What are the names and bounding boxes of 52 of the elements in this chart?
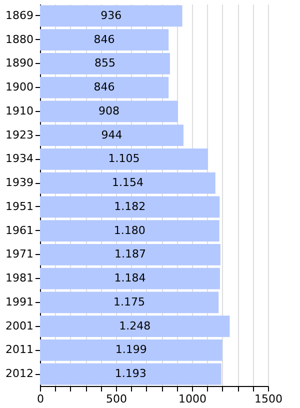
- y-tick-label: 1981: [6, 272, 34, 285]
- y-tick-label: 1880: [6, 32, 34, 46]
- y-tick-label: 1971: [6, 248, 34, 261]
- bar: [40, 316, 230, 338]
- bar: [40, 29, 169, 51]
- data-label: 944: [101, 128, 122, 142]
- data-label: 1.248: [119, 319, 151, 332]
- bar: [40, 268, 220, 290]
- data-label: 1.105: [108, 152, 140, 166]
- x-tick-label: 1500: [254, 392, 282, 406]
- bar: [40, 244, 220, 266]
- data-label: 908: [98, 104, 120, 118]
- y-tick-label: 1934: [6, 152, 34, 166]
- data-label: 855: [94, 56, 116, 70]
- bar: [40, 196, 220, 218]
- data-label: 1.180: [114, 224, 146, 237]
- y-tick-label: 2011: [6, 343, 34, 356]
- data-label: 1.154: [112, 176, 144, 190]
- y-tick-label: 1923: [6, 128, 34, 142]
- data-label: 1.184: [114, 272, 146, 285]
- data-label: 1.199: [115, 343, 147, 356]
- y-tick-label: 1890: [6, 56, 34, 70]
- data-label: 1.175: [114, 295, 146, 308]
- x-tick-label: 1000: [178, 392, 206, 406]
- y-tick-label: 1900: [6, 80, 34, 94]
- bar: [40, 76, 169, 98]
- bar: [40, 292, 219, 314]
- bar: [40, 5, 182, 27]
- x-tick-label: 0: [37, 392, 44, 406]
- data-label: 936: [100, 8, 122, 22]
- data-label: 1.193: [114, 367, 146, 380]
- y-tick-label: 1869: [6, 8, 34, 22]
- x-tick-label: 500: [106, 392, 127, 406]
- bar: [40, 148, 208, 170]
- data-label: 846: [94, 80, 115, 94]
- y-tick-label: 1951: [6, 200, 34, 213]
- bar: [40, 363, 222, 385]
- y-tick-label: 1939: [6, 176, 34, 190]
- y-tick-label: 2001: [6, 319, 34, 332]
- y-tick-label: 1991: [6, 295, 34, 308]
- y-tick-label: 2012: [6, 367, 34, 380]
- y-tick-label: 1910: [6, 104, 34, 118]
- bar: [40, 124, 184, 146]
- bar: [40, 220, 220, 242]
- bar: [40, 339, 222, 361]
- y-tick-label: 1961: [6, 224, 34, 237]
- data-label: 1.187: [114, 248, 146, 261]
- bar: [40, 172, 216, 194]
- bar: [40, 100, 178, 122]
- data-label: 846: [94, 32, 115, 46]
- data-label: 1.182: [114, 200, 146, 213]
- bar: [40, 52, 170, 74]
